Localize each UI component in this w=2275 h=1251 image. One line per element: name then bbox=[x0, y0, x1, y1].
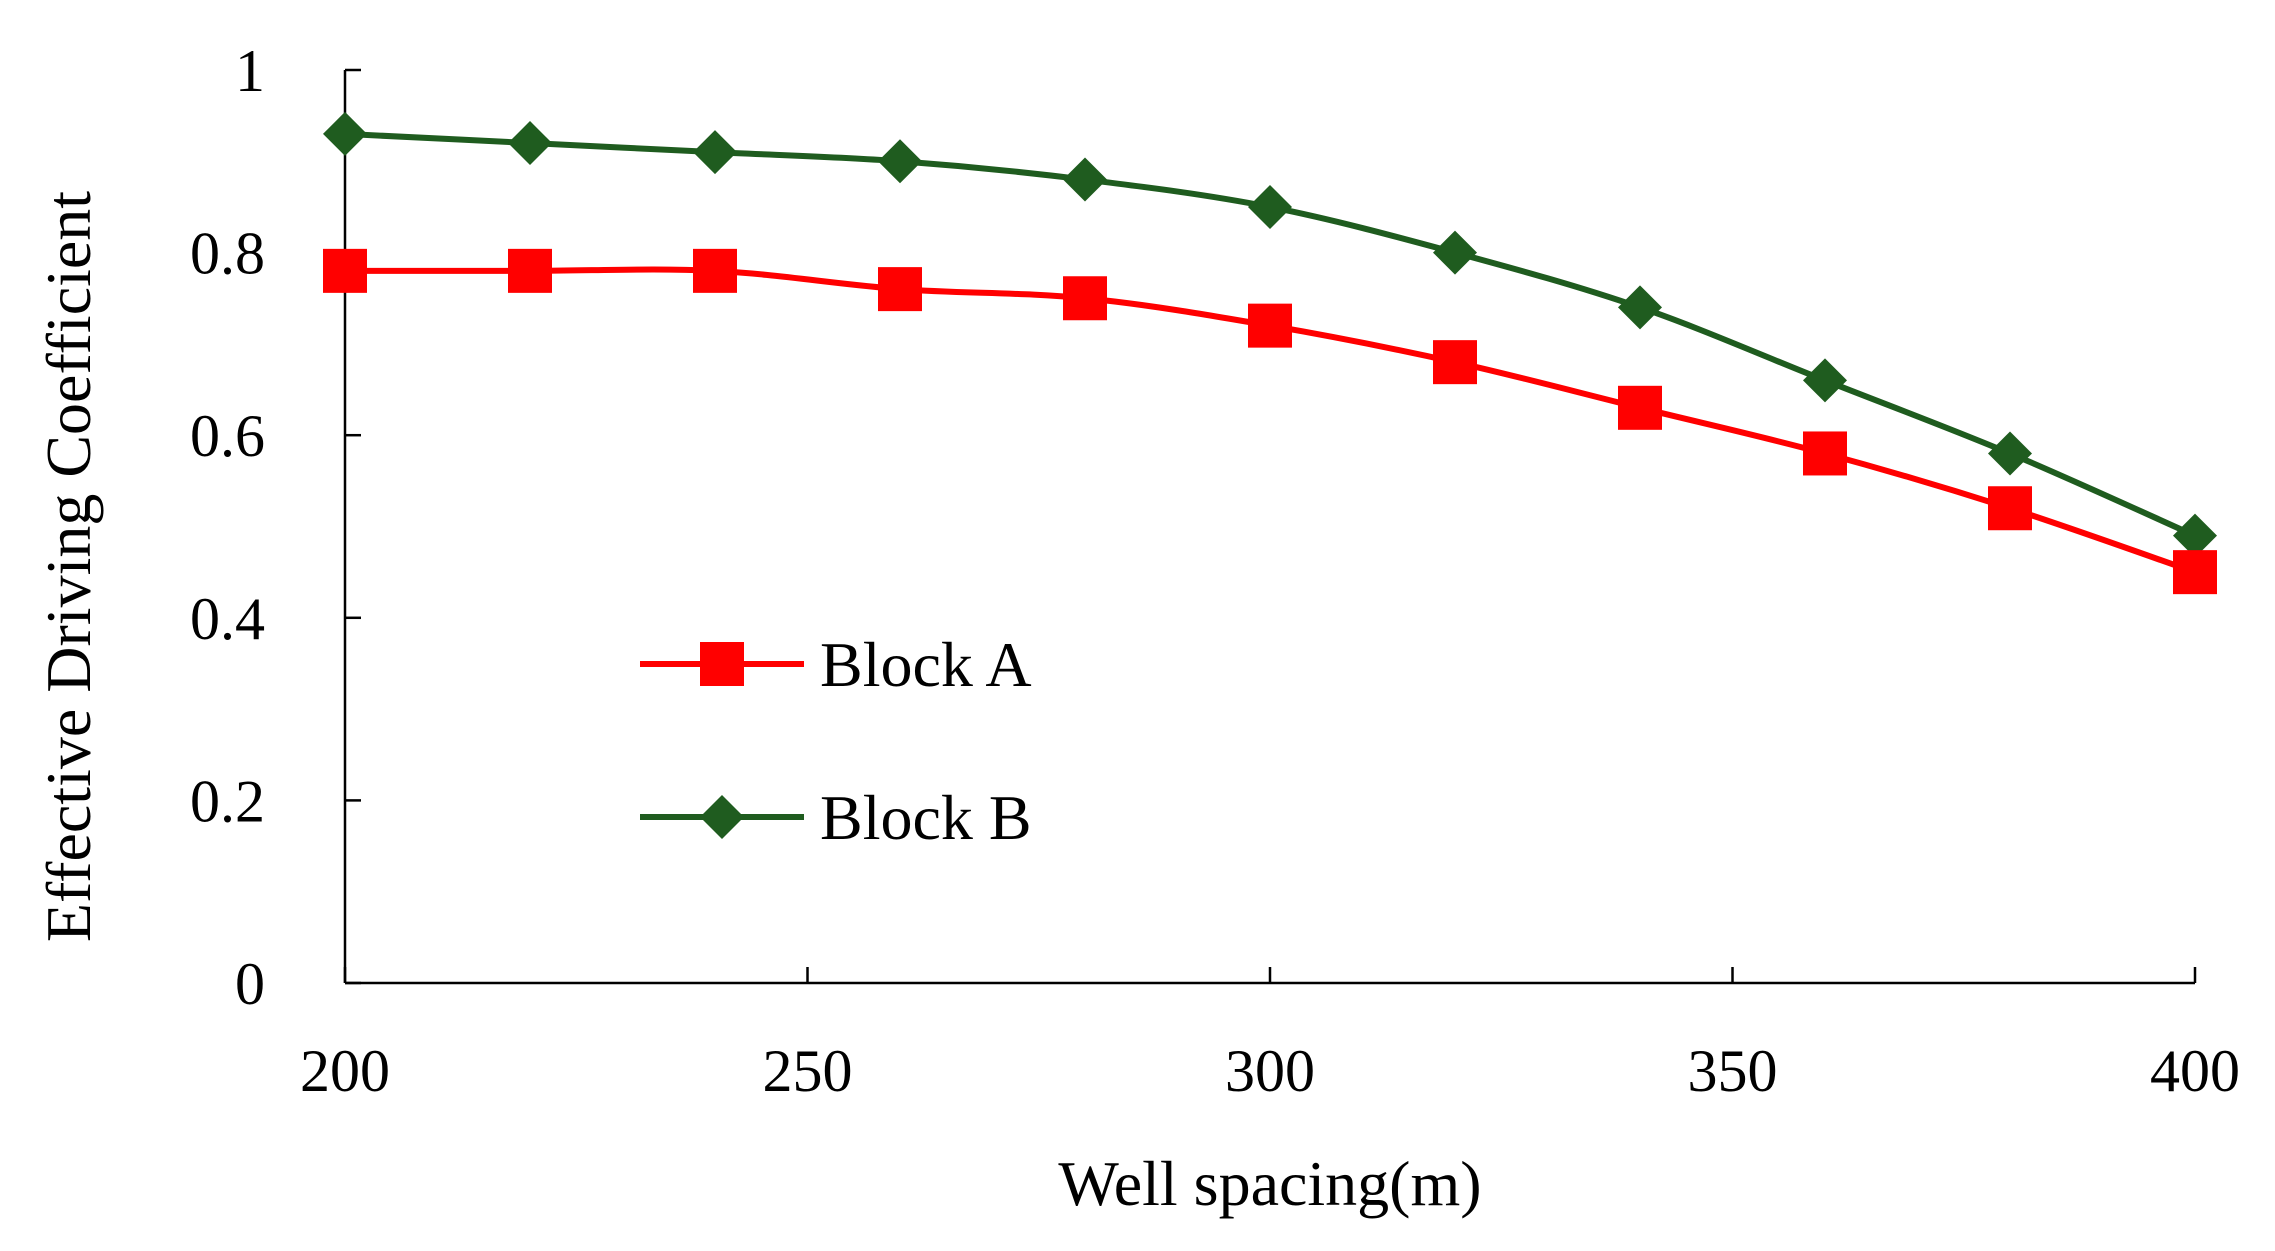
y-tick-label: 0.6 bbox=[190, 403, 265, 469]
data-point-block-a bbox=[1063, 276, 1107, 321]
y-tick-label: 0 bbox=[235, 951, 265, 1017]
legend-item-block-b: Block B bbox=[640, 782, 1032, 853]
data-point-block-a bbox=[508, 248, 552, 293]
legend-item-block-a: Block A bbox=[640, 629, 1032, 700]
data-point-block-b bbox=[1988, 431, 2032, 476]
data-point-block-b bbox=[1248, 184, 1292, 229]
data-point-block-b bbox=[323, 111, 367, 156]
legend-marker bbox=[700, 795, 744, 839]
data-point-block-a bbox=[1988, 486, 2032, 531]
x-tick-label: 400 bbox=[2150, 1038, 2240, 1104]
data-point-block-b bbox=[1803, 358, 1847, 403]
y-tick-label: 1 bbox=[235, 38, 265, 104]
data-point-block-b bbox=[878, 139, 922, 184]
data-point-block-a bbox=[1618, 385, 1662, 430]
legend-label: Block B bbox=[820, 782, 1032, 853]
data-point-block-a bbox=[2173, 550, 2217, 595]
series-block-a bbox=[323, 248, 2217, 595]
data-point-block-a bbox=[693, 248, 737, 293]
y-axis-title: Effective Driving Coefficient bbox=[33, 191, 104, 942]
data-point-block-b bbox=[693, 130, 737, 175]
data-point-block-a bbox=[1433, 340, 1477, 385]
legend-marker bbox=[700, 642, 744, 686]
y-ticks: 0 0.2 0.4 0.6 0.8 1 bbox=[190, 38, 361, 1017]
data-point-block-b bbox=[508, 121, 552, 166]
data-point-block-b bbox=[1618, 285, 1662, 330]
y-tick-label: 0.8 bbox=[190, 221, 265, 287]
x-tick-label: 300 bbox=[1225, 1038, 1315, 1104]
y-tick-label: 0.2 bbox=[190, 768, 265, 834]
y-tick-label: 0.4 bbox=[190, 586, 265, 652]
data-point-block-b bbox=[1063, 157, 1107, 202]
data-point-block-a bbox=[323, 248, 367, 293]
legend: Block A Block B bbox=[640, 629, 1032, 853]
x-tick-label: 200 bbox=[300, 1038, 390, 1104]
series-block-b bbox=[323, 111, 2217, 558]
data-point-block-b bbox=[1433, 230, 1477, 275]
x-ticks: 200 250 300 350 400 bbox=[300, 967, 2240, 1104]
data-point-block-a bbox=[1248, 303, 1292, 348]
x-tick-label: 250 bbox=[763, 1038, 853, 1104]
series-group bbox=[323, 111, 2217, 595]
x-axis-title: Well spacing(m) bbox=[1058, 1148, 1481, 1219]
data-point-block-b bbox=[2173, 513, 2217, 558]
legend-label: Block A bbox=[820, 629, 1032, 700]
data-point-block-a bbox=[1803, 431, 1847, 476]
data-point-block-a bbox=[878, 267, 922, 312]
x-tick-label: 350 bbox=[1688, 1038, 1778, 1104]
